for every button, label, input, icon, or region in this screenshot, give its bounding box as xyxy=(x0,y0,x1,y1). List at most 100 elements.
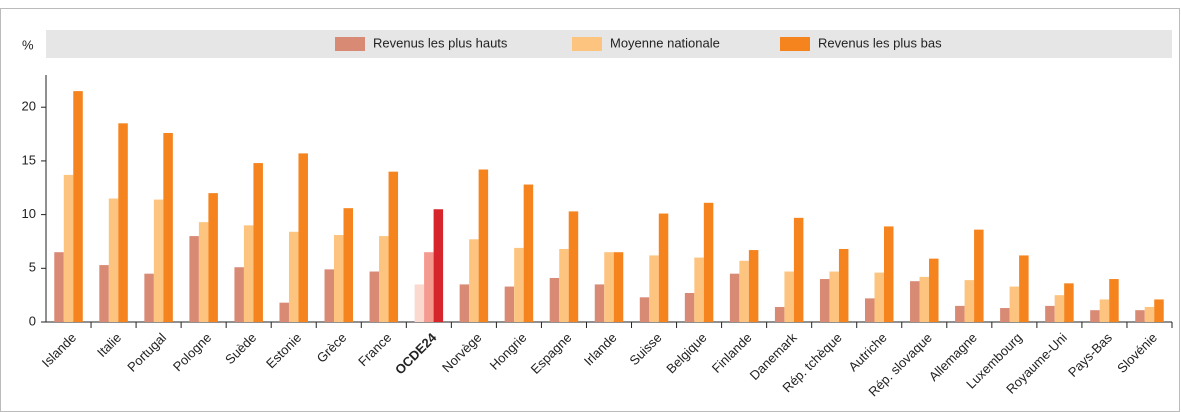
bar xyxy=(99,265,109,322)
bar xyxy=(1135,310,1145,322)
bar xyxy=(1019,255,1029,322)
bar xyxy=(1045,305,1055,322)
x-tick-label: Espagne xyxy=(528,330,575,377)
x-tick-label: France xyxy=(355,330,394,369)
bar xyxy=(523,184,534,322)
bar xyxy=(459,284,470,322)
bar xyxy=(433,209,444,322)
legend-swatch xyxy=(335,37,365,51)
bar xyxy=(1009,286,1020,322)
bar xyxy=(874,272,884,322)
bar xyxy=(279,302,289,322)
bar xyxy=(504,286,515,322)
bar xyxy=(514,247,524,322)
bar xyxy=(469,239,479,322)
x-tick-label: OCDE24 xyxy=(392,329,440,377)
bar xyxy=(144,273,154,322)
x-tick-label: Suisse xyxy=(626,330,664,368)
bar xyxy=(604,252,614,322)
legend-swatch xyxy=(780,37,810,51)
bar xyxy=(1090,310,1100,322)
x-tick-label: Estonie xyxy=(263,330,304,371)
bar xyxy=(910,281,920,322)
y-tick-label: 15 xyxy=(22,152,36,167)
bar xyxy=(694,257,704,322)
bar xyxy=(684,293,695,322)
bar xyxy=(163,132,173,322)
bar xyxy=(54,252,64,322)
bar xyxy=(703,202,714,322)
bar xyxy=(829,271,839,322)
bar xyxy=(424,252,434,322)
x-tick-label: Suède xyxy=(222,330,259,367)
x-tick-label: Hongrie xyxy=(487,330,530,373)
x-tick-label: Pays-Bas xyxy=(1065,330,1115,380)
bar xyxy=(478,169,489,322)
x-tick-label: Norvège xyxy=(439,330,484,375)
bar xyxy=(118,123,128,323)
bar xyxy=(658,213,669,322)
bar xyxy=(1064,283,1074,322)
x-tick-label: Pologne xyxy=(170,330,214,374)
bar xyxy=(549,277,560,322)
x-tick-label: Belgique xyxy=(663,330,709,376)
bar xyxy=(774,306,785,322)
bar xyxy=(649,255,659,322)
bar xyxy=(568,211,579,322)
bar xyxy=(189,236,199,322)
bar xyxy=(1099,299,1110,322)
bar xyxy=(334,235,344,322)
x-tick-label: Islande xyxy=(39,330,79,370)
bar xyxy=(1109,279,1119,322)
x-tick-label: Autriche xyxy=(845,330,889,374)
legend-swatch xyxy=(572,37,602,51)
bar xyxy=(108,198,119,322)
legend-label: Revenus les plus bas xyxy=(818,35,942,50)
bar xyxy=(748,250,759,322)
bar xyxy=(929,258,939,322)
y-tick-label: 5 xyxy=(29,260,36,275)
x-tick-label: Finlande xyxy=(709,330,755,376)
legend-label: Moyenne nationale xyxy=(610,35,720,50)
bar xyxy=(379,236,389,322)
bar xyxy=(559,248,569,322)
bar xyxy=(594,284,605,322)
bar xyxy=(955,305,965,322)
bar xyxy=(838,248,849,322)
bar xyxy=(243,225,254,322)
bar xyxy=(784,271,794,322)
bar xyxy=(793,217,804,322)
bar xyxy=(883,226,894,322)
bar xyxy=(63,174,74,322)
legend-label: Revenus les plus hauts xyxy=(373,35,508,50)
bar xyxy=(234,267,244,322)
legend-band xyxy=(46,30,1172,58)
bar xyxy=(729,273,740,322)
bar xyxy=(1154,299,1164,322)
bar xyxy=(1000,308,1010,322)
bar xyxy=(974,229,984,322)
bar xyxy=(919,276,930,322)
bar xyxy=(639,297,650,322)
bar xyxy=(208,193,218,322)
bar xyxy=(298,153,308,322)
bar xyxy=(73,91,83,322)
x-tick-label: Slovénie xyxy=(1114,330,1160,376)
y-tick-label: 10 xyxy=(22,206,36,221)
bar xyxy=(388,171,399,322)
bar xyxy=(198,222,209,322)
y-tick-label: 0 xyxy=(29,313,36,328)
bar xyxy=(343,208,354,322)
x-tick-label: Grèce xyxy=(314,330,350,366)
bar xyxy=(613,252,624,322)
bar xyxy=(819,279,830,322)
y-tick-label: 20 xyxy=(22,99,36,114)
bar xyxy=(288,231,299,322)
bar xyxy=(739,260,749,322)
x-tick-label: Italie xyxy=(94,330,124,360)
bar xyxy=(153,199,164,322)
y-unit: % xyxy=(22,37,34,52)
x-tick-label: Portugal xyxy=(124,330,169,375)
